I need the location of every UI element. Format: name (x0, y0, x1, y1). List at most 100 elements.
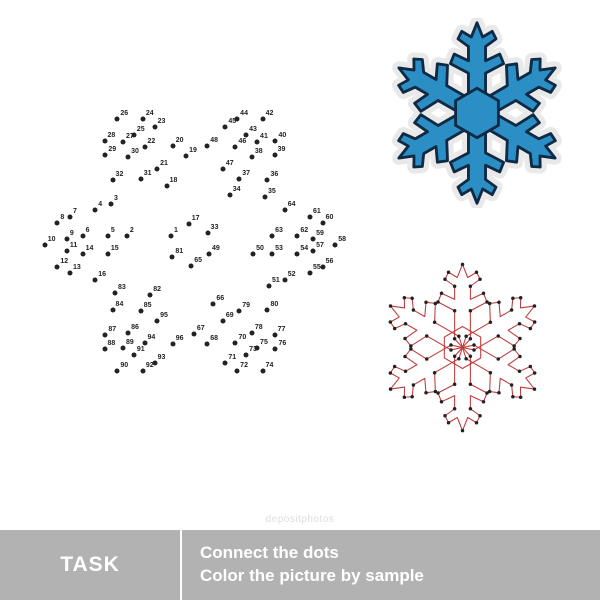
puzzle-dot (237, 309, 242, 314)
puzzle-dot (233, 145, 238, 150)
puzzle-dot (273, 346, 278, 351)
puzzle-dot-number: 52 (288, 271, 296, 278)
puzzle-dot-number: 1 (174, 227, 178, 234)
puzzle-dot (255, 139, 260, 144)
puzzle-dot (110, 307, 115, 312)
puzzle-dot (211, 302, 216, 307)
puzzle-dot (184, 154, 189, 159)
puzzle-dot-number: 30 (131, 148, 139, 155)
puzzle-dot (308, 214, 313, 219)
puzzle-dot (120, 346, 125, 351)
puzzle-dot-number: 28 (108, 132, 116, 139)
puzzle-dot (295, 233, 300, 238)
puzzle-dot-number: 45 (228, 118, 236, 125)
puzzle-dot-number: 54 (300, 245, 308, 252)
puzzle-dot-number: 87 (108, 326, 116, 333)
puzzle-dot-number: 34 (233, 186, 241, 193)
puzzle-dot-number: 12 (60, 258, 68, 265)
puzzle-dot-number: 78 (255, 324, 263, 331)
puzzle-dot-number: 19 (189, 147, 197, 154)
puzzle-dot-number: 62 (300, 227, 308, 234)
puzzle-dot-number: 36 (270, 171, 278, 178)
puzzle-dot-number: 41 (260, 133, 268, 140)
puzzle-dot-number: 25 (137, 126, 145, 133)
puzzle-dot (191, 331, 196, 336)
puzzle-dot (93, 277, 98, 282)
puzzle-dot (272, 332, 277, 337)
puzzle-dot-number: 74 (266, 362, 274, 369)
puzzle-dot (80, 233, 85, 238)
puzzle-dot (223, 361, 228, 366)
puzzle-dot-number: 53 (275, 245, 283, 252)
puzzle-dot (131, 352, 136, 357)
puzzle-dot (115, 117, 120, 122)
puzzle-dot-number: 35 (268, 188, 276, 195)
connect-dots-puzzle: 1234567891011121314151617181920212223242… (20, 55, 360, 435)
puzzle-dot (64, 249, 69, 254)
puzzle-dot-number: 8 (60, 214, 64, 221)
puzzle-dot (270, 252, 275, 257)
instruction-line-1: Connect the dots (200, 542, 600, 565)
puzzle-dot (220, 318, 225, 323)
puzzle-dot (260, 117, 265, 122)
puzzle-dot-number: 69 (226, 312, 234, 319)
puzzle-dot-number: 59 (316, 230, 324, 237)
puzzle-dot (311, 249, 316, 254)
puzzle-dot (205, 143, 210, 148)
puzzle-dot (164, 183, 169, 188)
puzzle-dot (152, 361, 157, 366)
puzzle-dot (320, 220, 325, 225)
puzzle-dot (186, 221, 191, 226)
puzzle-dot-number: 94 (148, 334, 156, 341)
puzzle-dot (308, 271, 313, 276)
puzzle-dot (169, 233, 174, 238)
puzzle-dot (102, 139, 107, 144)
puzzle-dot (126, 331, 131, 336)
puzzle-dot (112, 290, 117, 295)
puzzle-dot-number: 71 (228, 354, 236, 361)
puzzle-dot-number: 95 (160, 312, 168, 319)
watermark-text: depositphotos (0, 514, 600, 525)
puzzle-dot-number: 65 (194, 257, 202, 264)
puzzle-dot (266, 284, 271, 289)
puzzle-dot (142, 145, 147, 150)
puzzle-dot-number: 67 (197, 325, 205, 332)
puzzle-dot (265, 307, 270, 312)
puzzle-dot-number: 14 (86, 245, 94, 252)
puzzle-dot (155, 167, 160, 172)
puzzle-dot (320, 265, 325, 270)
traced-snowflake (375, 260, 550, 435)
instruction-line-2: Color the picture by sample (200, 565, 600, 588)
puzzle-dot (103, 332, 108, 337)
puzzle-dot-number: 20 (176, 137, 184, 144)
puzzle-dot-number: 84 (116, 301, 124, 308)
puzzle-dot-number: 93 (158, 354, 166, 361)
puzzle-dot (244, 133, 249, 138)
puzzle-dot (64, 236, 69, 241)
puzzle-dot-number: 27 (126, 133, 134, 140)
puzzle-dot-number: 64 (288, 201, 296, 208)
puzzle-dot (170, 254, 175, 259)
puzzle-dot-number: 58 (338, 236, 346, 243)
puzzle-dot (93, 208, 98, 213)
puzzle-dot (55, 265, 60, 270)
puzzle-dot-number: 75 (260, 339, 268, 346)
puzzle-dot (295, 252, 300, 257)
puzzle-dot (80, 252, 85, 257)
puzzle-dot (105, 252, 110, 257)
puzzle-dot (205, 342, 210, 347)
puzzle-dot (140, 117, 145, 122)
puzzle-dot (270, 233, 275, 238)
puzzle-dot-number: 79 (242, 302, 250, 309)
puzzle-dot-number: 49 (212, 245, 220, 252)
puzzle-dot-number: 43 (249, 126, 257, 133)
puzzle-dot (148, 292, 153, 297)
puzzle-dot (220, 167, 225, 172)
puzzle-dot-number: 82 (153, 286, 161, 293)
puzzle-dot-number: 5 (111, 227, 115, 234)
puzzle-dot-number: 42 (266, 110, 274, 117)
puzzle-dot-number: 13 (73, 264, 81, 271)
puzzle-dot (233, 340, 238, 345)
puzzle-dot (109, 201, 114, 206)
puzzle-dot-number: 63 (275, 227, 283, 234)
